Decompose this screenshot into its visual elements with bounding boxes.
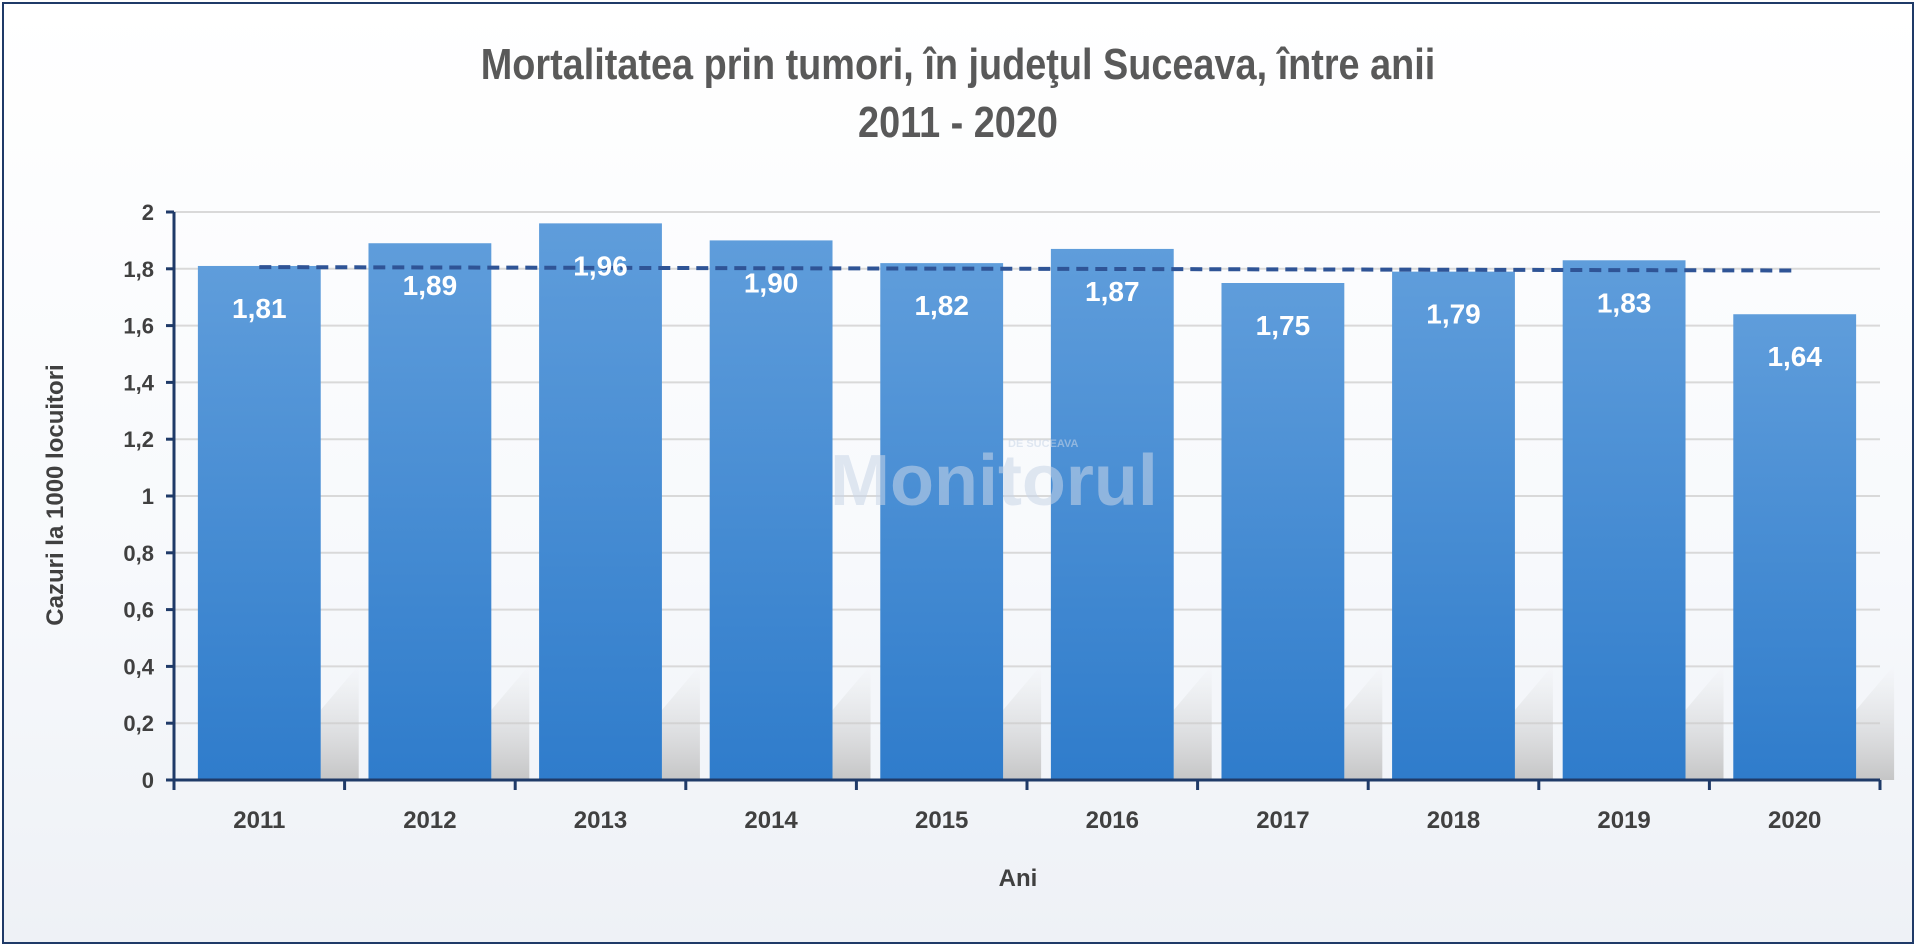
bar-shadow — [320, 665, 359, 780]
bar-shadow — [832, 665, 871, 780]
trendline-line — [259, 265, 1795, 273]
x-tick-label: 2019 — [1597, 807, 1650, 834]
bar-2017 — [1221, 283, 1345, 780]
bar-shadow — [661, 665, 700, 780]
watermark-main: Monitorul — [830, 441, 1158, 521]
x-tick-label: 2015 — [915, 807, 968, 834]
bar-2019 — [1562, 260, 1686, 780]
y-tick-label: 0,6 — [123, 598, 154, 623]
y-tick-label: 1,4 — [123, 370, 154, 395]
bar-shadow — [1003, 665, 1042, 780]
bar-2016 — [1050, 248, 1174, 781]
x-tick-label: 2014 — [744, 807, 798, 834]
x-axis-title: Ani — [999, 865, 1038, 892]
data-label: 1,90 — [744, 267, 799, 298]
data-label: 1,87 — [1085, 276, 1140, 307]
data-label: 1,81 — [232, 293, 287, 324]
bar-shadow — [1685, 665, 1724, 780]
y-tick-label: 2 — [142, 200, 154, 225]
y-tick-label: 0 — [142, 768, 154, 793]
chart-title: Mortalitatea prin tumori, în judeţul Suc… — [134, 36, 1782, 152]
watermark-small: DE SUCEAVA — [1008, 438, 1079, 450]
bar-shadow — [491, 665, 530, 780]
data-label: 1,96 — [573, 250, 628, 281]
bar-2014 — [709, 240, 833, 780]
x-tick-label: 2012 — [403, 807, 456, 834]
trendline — [259, 265, 1795, 273]
bar-2012 — [368, 243, 492, 781]
bar-2018 — [1392, 271, 1515, 780]
bar-shadow — [1173, 665, 1212, 780]
bars — [197, 223, 1857, 781]
data-label: 1,64 — [1767, 341, 1822, 372]
bar-shadow — [1514, 665, 1553, 780]
data-label: 1,82 — [914, 290, 969, 321]
chart-title-line-1: Mortalitatea prin tumori, în judeţul Suc… — [480, 40, 1436, 89]
bar-2013 — [539, 223, 662, 781]
data-label: 1,75 — [1256, 310, 1311, 341]
y-tick-label: 1,6 — [123, 314, 154, 339]
x-tick-label: 2018 — [1427, 807, 1480, 834]
x-tick-label: 2011 — [233, 807, 285, 834]
bar-shadow — [1856, 665, 1895, 780]
x-tick-label: 2013 — [574, 807, 627, 834]
y-tick-label: 0,4 — [123, 654, 154, 679]
data-label: 1,89 — [403, 270, 458, 301]
y-tick-label: 1 — [142, 484, 154, 509]
bar-2011 — [197, 265, 321, 781]
data-label: 1,83 — [1597, 287, 1652, 318]
y-tick-label: 0,8 — [123, 541, 154, 566]
bar-shadow — [1344, 665, 1383, 780]
watermark: Monitorul DE SUCEAVA — [830, 438, 1158, 521]
bar-2015 — [880, 263, 1004, 780]
data-label: 1,79 — [1426, 299, 1481, 330]
x-tick-label: 2020 — [1768, 807, 1821, 834]
x-tick-label: 2017 — [1256, 807, 1309, 834]
y-tick-label: 1,2 — [123, 427, 154, 452]
y-tick-label: 0,2 — [123, 711, 154, 736]
bar-shadows — [320, 665, 1895, 780]
y-tick-label: 1,8 — [123, 257, 154, 282]
x-tick-label: 2016 — [1086, 807, 1139, 834]
bar-2020 — [1733, 314, 1857, 780]
data-labels: 1,81 1,89 1,96 1,90 1,82 1,87 1,75 1,79 1,83 1,64 — [232, 250, 1822, 372]
chart-title-line-2: 2011 - 2020 — [858, 98, 1058, 147]
y-axis-title: Cazuri la 1000 locuitori — [42, 364, 69, 625]
